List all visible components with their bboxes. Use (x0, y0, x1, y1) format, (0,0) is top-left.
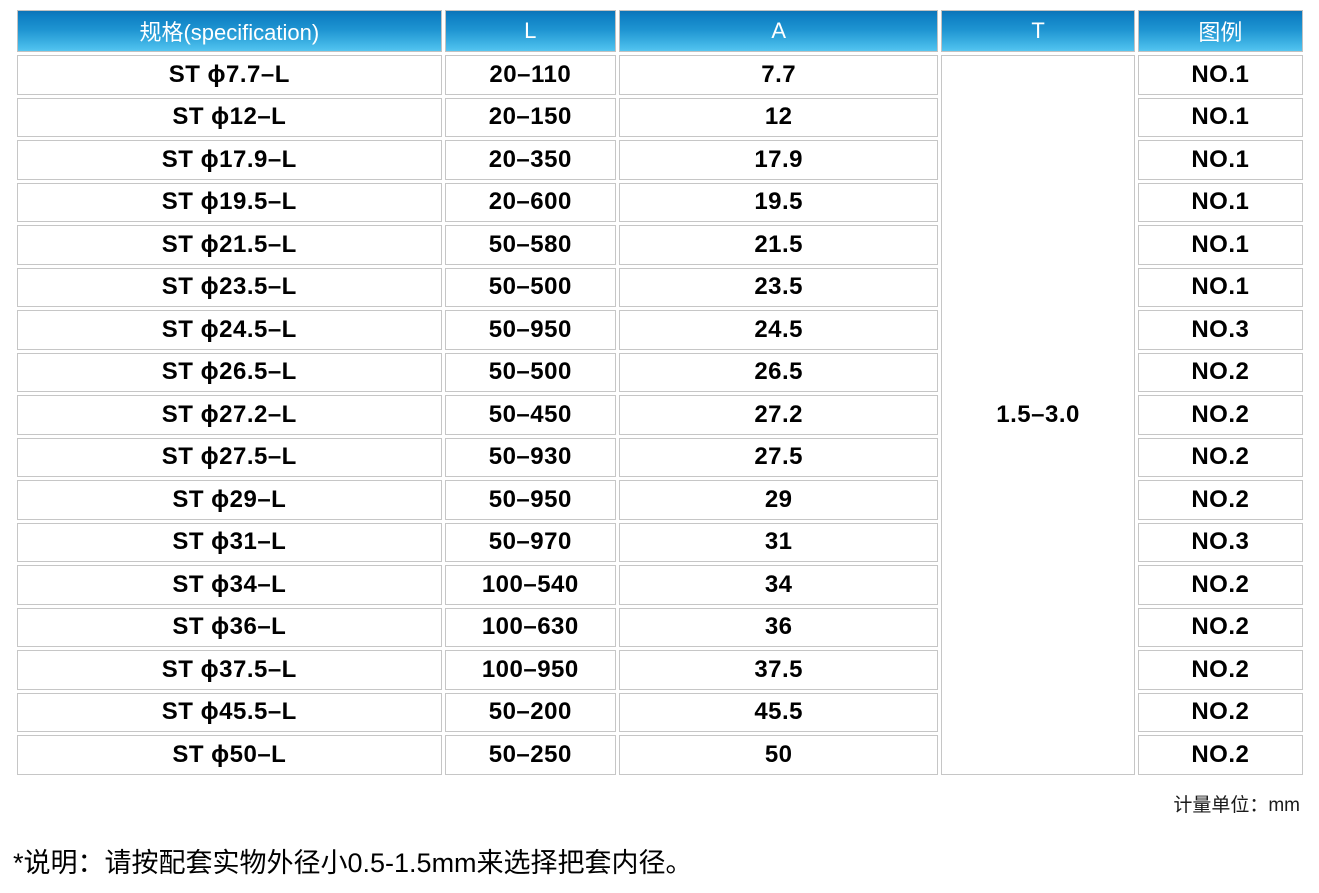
header-row: 规格(specification) L A T 图例 (17, 10, 1303, 52)
spec-cell: ST ϕ27.2–L (17, 395, 442, 435)
header-legend: 图例 (1137, 10, 1303, 52)
a-cell: 27.2 (618, 395, 939, 435)
spec-cell: ST ϕ24.5–L (17, 310, 442, 350)
table-row: ST ϕ23.5–L 50–500 23.5 NO.1 (17, 267, 1303, 307)
a-cell: 19.5 (618, 182, 939, 222)
spec-cell: ST ϕ37.5–L (17, 650, 442, 690)
t-merged-cell: 1.5–3.0 (941, 55, 1135, 775)
l-cell: 100–950 (444, 650, 616, 690)
table-row: ST ϕ34–L 100–540 34 NO.2 (17, 565, 1303, 605)
table-row: ST ϕ29–L 50–950 29 NO.2 (17, 480, 1303, 520)
l-cell: 50–450 (444, 395, 616, 435)
a-cell: 21.5 (618, 225, 939, 265)
a-cell: 34 (618, 565, 939, 605)
a-cell: 29 (618, 480, 939, 520)
a-cell: 7.7 (618, 55, 939, 95)
a-cell: 27.5 (618, 437, 939, 477)
legend-cell: NO.2 (1137, 735, 1303, 775)
table-row: ST ϕ19.5–L 20–600 19.5 NO.1 (17, 182, 1303, 222)
table-row: ST ϕ36–L 100–630 36 NO.2 (17, 607, 1303, 647)
l-cell: 50–200 (444, 692, 616, 732)
spec-cell: ST ϕ36–L (17, 607, 442, 647)
legend-cell: NO.2 (1137, 650, 1303, 690)
a-cell: 45.5 (618, 692, 939, 732)
l-cell: 50–950 (444, 480, 616, 520)
table-row: ST ϕ27.5–L 50–930 27.5 NO.2 (17, 437, 1303, 477)
table-row: ST ϕ31–L 50–970 31 NO.3 (17, 522, 1303, 562)
table-row: ST ϕ50–L 50–250 50 NO.2 (17, 735, 1303, 775)
l-cell: 50–930 (444, 437, 616, 477)
legend-cell: NO.1 (1137, 182, 1303, 222)
spec-cell: ST ϕ7.7–L (17, 55, 442, 95)
l-cell: 20–150 (444, 97, 616, 137)
l-cell: 50–500 (444, 267, 616, 307)
l-cell: 20–110 (444, 55, 616, 95)
a-cell: 26.5 (618, 352, 939, 392)
selection-instruction-note: *说明：请按配套实物外径小0.5-1.5mm来选择把套内径。 (13, 848, 693, 878)
header-spec: 规格(specification) (17, 10, 442, 52)
legend-cell: NO.2 (1137, 480, 1303, 520)
spec-cell: ST ϕ26.5–L (17, 352, 442, 392)
legend-cell: NO.1 (1137, 267, 1303, 307)
a-cell: 50 (618, 735, 939, 775)
l-cell: 50–500 (444, 352, 616, 392)
a-cell: 17.9 (618, 140, 939, 180)
legend-cell: NO.1 (1137, 225, 1303, 265)
spec-cell: ST ϕ45.5–L (17, 692, 442, 732)
a-cell: 36 (618, 607, 939, 647)
legend-cell: NO.3 (1137, 310, 1303, 350)
l-cell: 20–600 (444, 182, 616, 222)
spec-cell: ST ϕ27.5–L (17, 437, 442, 477)
l-cell: 50–580 (444, 225, 616, 265)
table-row: ST ϕ7.7–L 20–110 7.7 1.5–3.0 NO.1 (17, 55, 1303, 775)
header-a: A (618, 10, 939, 52)
spec-cell: ST ϕ23.5–L (17, 267, 442, 307)
spec-cell: ST ϕ17.9–L (17, 140, 442, 180)
l-cell: 20–350 (444, 140, 616, 180)
legend-cell: NO.2 (1137, 565, 1303, 605)
l-cell: 100–630 (444, 607, 616, 647)
spec-cell: ST ϕ31–L (17, 522, 442, 562)
l-cell: 50–970 (444, 522, 616, 562)
specification-table: 规格(specification) L A T 图例 ST ϕ7.7–L 20–… (14, 7, 1306, 778)
table-row: ST ϕ12–L 20–150 12 NO.1 (17, 97, 1303, 137)
a-cell: 37.5 (618, 650, 939, 690)
a-cell: 24.5 (618, 310, 939, 350)
table-header: 规格(specification) L A T 图例 (17, 10, 1303, 52)
legend-cell: NO.2 (1137, 692, 1303, 732)
spec-cell: ST ϕ19.5–L (17, 182, 442, 222)
measurement-unit-note: 计量单位：mm (1173, 795, 1300, 816)
legend-cell: NO.2 (1137, 437, 1303, 477)
l-cell: 50–950 (444, 310, 616, 350)
table-row: ST ϕ17.9–L 20–350 17.9 NO.1 (17, 140, 1303, 180)
a-cell: 23.5 (618, 267, 939, 307)
legend-cell: NO.1 (1137, 97, 1303, 137)
header-t: T (941, 10, 1135, 52)
table-body: ST ϕ7.7–L 20–110 7.7 1.5–3.0 NO.1 ST ϕ12… (17, 55, 1303, 775)
l-cell: 50–250 (444, 735, 616, 775)
legend-cell: NO.1 (1137, 55, 1303, 95)
legend-cell: NO.3 (1137, 522, 1303, 562)
table-row: ST ϕ26.5–L 50–500 26.5 NO.2 (17, 352, 1303, 392)
spec-cell: ST ϕ21.5–L (17, 225, 442, 265)
legend-cell: NO.2 (1137, 395, 1303, 435)
table-row: ST ϕ27.2–L 50–450 27.2 NO.2 (17, 395, 1303, 435)
spec-cell: ST ϕ29–L (17, 480, 442, 520)
table-row: ST ϕ24.5–L 50–950 24.5 NO.3 (17, 310, 1303, 350)
spec-cell: ST ϕ12–L (17, 97, 442, 137)
table-row: ST ϕ45.5–L 50–200 45.5 NO.2 (17, 692, 1303, 732)
a-cell: 31 (618, 522, 939, 562)
l-cell: 100–540 (444, 565, 616, 605)
legend-cell: NO.2 (1137, 352, 1303, 392)
legend-cell: NO.1 (1137, 140, 1303, 180)
header-l: L (444, 10, 616, 52)
a-cell: 12 (618, 97, 939, 137)
table-row: ST ϕ37.5–L 100–950 37.5 NO.2 (17, 650, 1303, 690)
spec-cell: ST ϕ34–L (17, 565, 442, 605)
specification-table-container: 规格(specification) L A T 图例 ST ϕ7.7–L 20–… (14, 7, 1306, 778)
table-row: ST ϕ21.5–L 50–580 21.5 NO.1 (17, 225, 1303, 265)
spec-cell: ST ϕ50–L (17, 735, 442, 775)
legend-cell: NO.2 (1137, 607, 1303, 647)
